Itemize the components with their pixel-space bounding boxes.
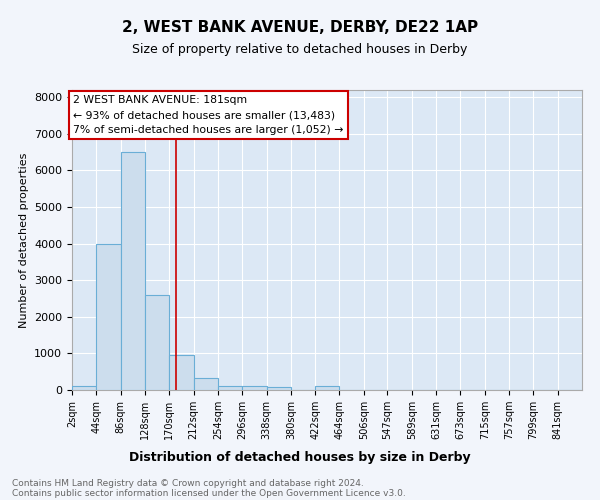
Bar: [145, 295, 169, 390]
Text: Distribution of detached houses by size in Derby: Distribution of detached houses by size …: [129, 451, 471, 464]
Bar: [218, 386, 242, 390]
Bar: [266, 388, 291, 390]
Bar: [121, 152, 145, 390]
Text: Contains public sector information licensed under the Open Government Licence v3: Contains public sector information licen…: [12, 488, 406, 498]
Bar: [72, 386, 97, 390]
Bar: [194, 378, 218, 390]
Text: 2, WEST BANK AVENUE, DERBY, DE22 1AP: 2, WEST BANK AVENUE, DERBY, DE22 1AP: [122, 20, 478, 35]
Y-axis label: Number of detached properties: Number of detached properties: [19, 152, 29, 328]
Bar: [97, 244, 121, 390]
Text: Size of property relative to detached houses in Derby: Size of property relative to detached ho…: [133, 42, 467, 56]
Text: Contains HM Land Registry data © Crown copyright and database right 2024.: Contains HM Land Registry data © Crown c…: [12, 478, 364, 488]
Bar: [242, 386, 266, 390]
Text: 2 WEST BANK AVENUE: 181sqm
← 93% of detached houses are smaller (13,483)
7% of s: 2 WEST BANK AVENUE: 181sqm ← 93% of deta…: [73, 96, 344, 135]
Bar: [315, 386, 340, 390]
Bar: [169, 355, 194, 390]
